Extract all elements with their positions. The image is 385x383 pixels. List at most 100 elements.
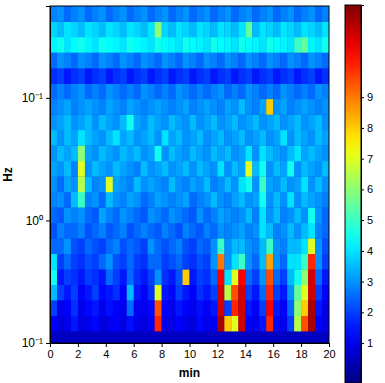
heatmap-cell bbox=[308, 316, 315, 332]
heatmap-cell bbox=[99, 300, 106, 316]
heatmap-cell bbox=[196, 176, 203, 192]
heatmap-cell bbox=[203, 52, 210, 68]
heatmap-cell bbox=[315, 37, 322, 53]
heatmap-cell bbox=[113, 316, 120, 332]
heatmap-cell bbox=[176, 300, 183, 316]
heatmap-cell bbox=[127, 22, 134, 38]
heatmap-cell bbox=[78, 114, 85, 130]
heatmap-cell bbox=[71, 145, 78, 161]
heatmap-cell bbox=[120, 192, 127, 208]
heatmap-cell bbox=[113, 254, 120, 270]
heatmap-cell bbox=[155, 145, 162, 161]
heatmap-cell bbox=[259, 316, 266, 332]
heatmap-cell bbox=[169, 254, 176, 270]
heatmap-cell bbox=[113, 331, 120, 343]
heatmap-cell bbox=[203, 37, 210, 53]
heatmap-cell bbox=[162, 207, 169, 223]
heatmap-cell bbox=[308, 37, 315, 53]
heatmap-cell bbox=[64, 84, 71, 100]
heatmap-cell bbox=[203, 285, 210, 301]
heatmap-cell bbox=[155, 269, 162, 285]
heatmap-cell bbox=[120, 300, 127, 316]
heatmap-cell bbox=[280, 130, 287, 146]
heatmap-cell bbox=[134, 254, 141, 270]
heatmap-cell bbox=[280, 223, 287, 239]
heatmap-cell bbox=[287, 114, 294, 130]
x-tick-mark bbox=[217, 343, 218, 347]
heatmap-cell bbox=[190, 114, 197, 130]
colorbar bbox=[345, 5, 361, 383]
heatmap-cell bbox=[120, 37, 127, 53]
heatmap-cell bbox=[57, 130, 64, 146]
heatmap-cell bbox=[141, 192, 148, 208]
heatmap-cell bbox=[64, 99, 71, 115]
x-tick-label: 12 bbox=[212, 348, 224, 360]
heatmap-cell bbox=[259, 331, 266, 343]
heatmap-cell bbox=[71, 207, 78, 223]
heatmap-cell bbox=[141, 331, 148, 343]
heatmap-cell bbox=[92, 130, 99, 146]
heatmap-cell bbox=[148, 300, 155, 316]
heatmap-cell bbox=[245, 238, 252, 254]
heatmap-cell bbox=[245, 192, 252, 208]
heatmap-cell bbox=[176, 207, 183, 223]
x-tick-mark bbox=[78, 343, 79, 347]
heatmap-cell bbox=[85, 331, 92, 343]
heatmap-cell bbox=[280, 145, 287, 161]
heatmap-cell bbox=[183, 161, 190, 177]
heatmap-cell bbox=[231, 207, 238, 223]
heatmap-cell bbox=[183, 269, 190, 285]
heatmap-cell bbox=[308, 269, 315, 285]
heatmap-cell bbox=[148, 269, 155, 285]
heatmap-cell bbox=[203, 238, 210, 254]
heatmap-cell bbox=[308, 254, 315, 270]
heatmap-cell bbox=[71, 52, 78, 68]
heatmap-cell bbox=[217, 316, 224, 332]
heatmap-cell bbox=[217, 130, 224, 146]
heatmap-cell bbox=[301, 254, 308, 270]
heatmap-cell bbox=[162, 176, 169, 192]
heatmap-cell bbox=[50, 192, 57, 208]
heatmap-cell bbox=[266, 84, 273, 100]
x-tick-label: 6 bbox=[131, 348, 137, 360]
heatmap-cell bbox=[50, 68, 57, 84]
x-tick-label: 16 bbox=[268, 348, 280, 360]
heatmap-cell bbox=[92, 176, 99, 192]
heatmap-cell bbox=[183, 99, 190, 115]
heatmap-cell bbox=[203, 22, 210, 38]
x-axis-title: min bbox=[179, 366, 200, 380]
heatmap-cell bbox=[245, 300, 252, 316]
heatmap-cell bbox=[308, 223, 315, 239]
heatmap-cell bbox=[287, 176, 294, 192]
heatmap-cell bbox=[50, 331, 57, 343]
heatmap-cell bbox=[266, 22, 273, 38]
heatmap-cell bbox=[294, 37, 301, 53]
heatmap-cell bbox=[92, 192, 99, 208]
heatmap-cell bbox=[259, 22, 266, 38]
heatmap-cell bbox=[301, 68, 308, 84]
heatmap-cell bbox=[266, 37, 273, 53]
heatmap-cell bbox=[141, 6, 148, 22]
heatmap-cell bbox=[190, 52, 197, 68]
heatmap-cell bbox=[273, 223, 280, 239]
heatmap-cell bbox=[266, 114, 273, 130]
heatmap-cell bbox=[301, 192, 308, 208]
heatmap-cell bbox=[217, 37, 224, 53]
heatmap-cell bbox=[127, 254, 134, 270]
heatmap-cell bbox=[280, 84, 287, 100]
heatmap-cell bbox=[71, 285, 78, 301]
heatmap-cell bbox=[196, 22, 203, 38]
heatmap-cell bbox=[266, 6, 273, 22]
y-axis: 10⁻¹10⁰10⁻¹ bbox=[22, 7, 51, 351]
heatmap-cell bbox=[162, 316, 169, 332]
heatmap-cell bbox=[238, 269, 245, 285]
heatmap-cell bbox=[120, 316, 127, 332]
heatmap-cell bbox=[78, 52, 85, 68]
heatmap-cell bbox=[169, 6, 176, 22]
colorbar-tick-label: 9 bbox=[367, 91, 373, 103]
heatmap-cell bbox=[127, 192, 134, 208]
heatmap-cell bbox=[57, 254, 64, 270]
heatmap-cell bbox=[155, 316, 162, 332]
heatmap-cell bbox=[231, 316, 238, 332]
heatmap-cell bbox=[217, 238, 224, 254]
